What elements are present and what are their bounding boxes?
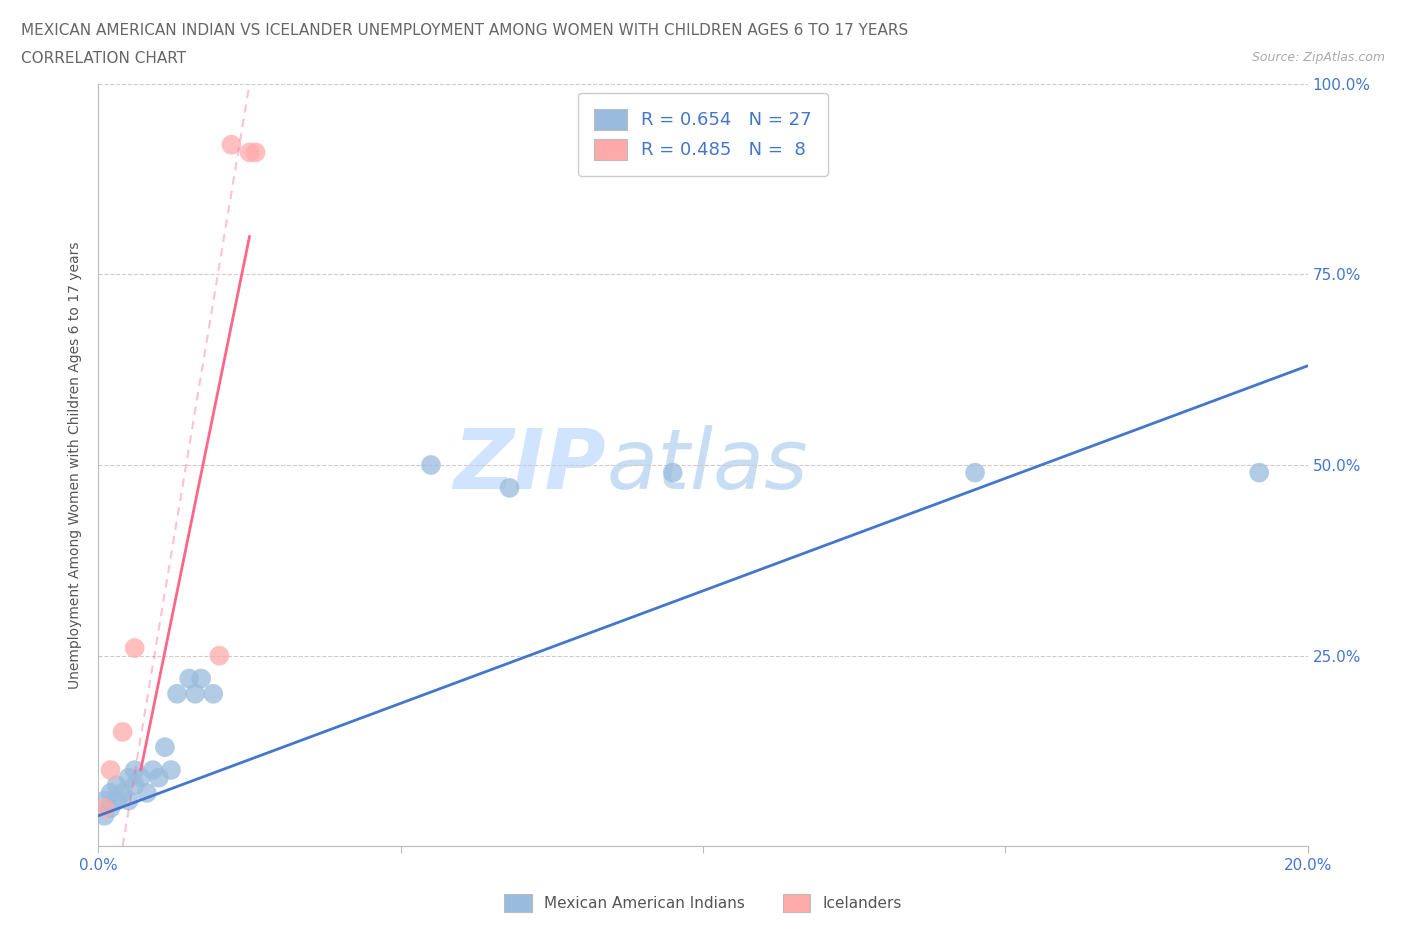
Point (208, 648, 231, 663)
Point (111, 786, 134, 801)
Legend: Mexican American Indians, Icelanders: Mexican American Indians, Icelanders (498, 888, 908, 918)
Point (245, 145, 267, 160)
Point (166, 686, 188, 701)
Point (184, 686, 207, 701)
Point (93, 808, 115, 823)
Point (135, 786, 157, 801)
Y-axis label: Unemployment Among Women with Children Ages 6 to 17 years: Unemployment Among Women with Children A… (69, 241, 83, 689)
Point (965, 465, 987, 480)
Point (124, 763, 146, 777)
Point (202, 686, 225, 701)
Point (124, 777, 146, 792)
Point (190, 671, 212, 686)
Point (239, 145, 262, 160)
Point (93, 793, 115, 808)
Text: Source: ZipAtlas.com: Source: ZipAtlas.com (1251, 51, 1385, 64)
Point (179, 671, 201, 686)
Point (420, 458, 443, 472)
Point (129, 770, 152, 785)
Point (221, 138, 243, 153)
Point (111, 724, 134, 739)
Text: MEXICAN AMERICAN INDIAN VS ICELANDER UNEMPLOYMENT AMONG WOMEN WITH CHILDREN AGES: MEXICAN AMERICAN INDIAN VS ICELANDER UNE… (21, 23, 908, 38)
Point (662, 465, 685, 480)
Point (105, 777, 128, 792)
Point (105, 793, 128, 808)
Point (160, 763, 183, 777)
Text: CORRELATION CHART: CORRELATION CHART (21, 51, 186, 66)
Point (124, 641, 146, 656)
Point (498, 481, 520, 496)
Legend: R = 0.654   N = 27, R = 0.485   N =  8: R = 0.654 N = 27, R = 0.485 N = 8 (578, 93, 828, 176)
Point (153, 739, 176, 754)
Point (118, 793, 141, 808)
Point (148, 770, 170, 785)
Point (1249, 465, 1271, 480)
Point (100, 801, 122, 816)
Point (100, 763, 122, 777)
Text: atlas: atlas (606, 424, 808, 506)
Point (100, 786, 122, 801)
Point (142, 763, 165, 777)
Text: ZIP: ZIP (454, 424, 606, 506)
Point (93, 801, 115, 816)
Point (118, 770, 141, 785)
